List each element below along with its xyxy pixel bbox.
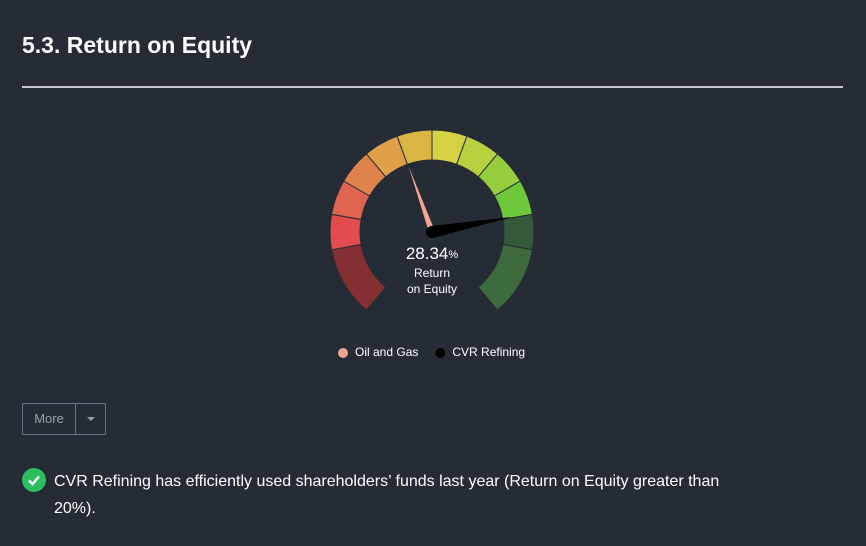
gauge-value: 28.34%: [406, 244, 459, 263]
gauge-label: on Equity: [407, 282, 457, 296]
gauge-label: Return: [414, 266, 450, 280]
value-unit: %: [448, 249, 458, 261]
legend-marker: [435, 348, 446, 358]
section-title: 5.3. Return on Equity: [22, 32, 253, 58]
divider: [22, 86, 843, 88]
more-button[interactable]: More: [22, 403, 106, 435]
dropdown-toggle[interactable]: [76, 404, 105, 434]
message-text: CVR Refining has efficiently used shareh…: [54, 473, 720, 517]
needle: [408, 166, 435, 234]
gauge-band: [502, 213, 535, 251]
legend-label: CVR Refining: [452, 345, 525, 359]
message: CVR Refining has efficiently used shareh…: [22, 468, 734, 522]
legend-label: Oil and Gas: [355, 345, 418, 359]
gauge-band: [477, 243, 534, 311]
gauge-band: [330, 243, 387, 311]
chart: 28.34% Return on Equity Oil and Gas CVR Refi…: [329, 129, 535, 359]
legend-marker: [338, 348, 348, 358]
needle-hub: [426, 226, 438, 238]
caret: [86, 417, 95, 421]
needle: [430, 216, 513, 238]
gauge-band: [329, 213, 362, 251]
button-label[interactable]: More: [23, 404, 76, 434]
value-number: 28.34: [406, 244, 449, 263]
check-icon: [22, 468, 46, 492]
